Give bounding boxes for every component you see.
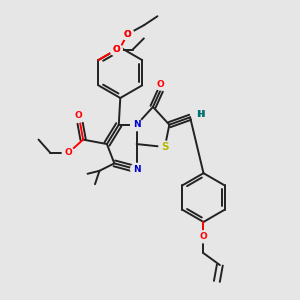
Circle shape (122, 28, 134, 40)
Text: O: O (200, 232, 207, 241)
Text: S: S (161, 142, 169, 152)
Circle shape (110, 44, 122, 56)
Circle shape (122, 28, 134, 40)
Circle shape (110, 44, 122, 56)
Text: O: O (112, 45, 120, 54)
Text: N: N (133, 165, 140, 174)
Circle shape (131, 164, 142, 175)
Text: O: O (157, 80, 164, 88)
Text: O: O (124, 30, 132, 39)
Circle shape (154, 78, 166, 90)
Circle shape (131, 119, 142, 131)
Text: H: H (196, 110, 203, 119)
Circle shape (73, 110, 85, 122)
Text: N: N (133, 120, 140, 129)
Text: O: O (64, 148, 72, 158)
Circle shape (195, 108, 206, 120)
Circle shape (194, 109, 206, 121)
Text: H: H (197, 110, 204, 119)
Text: O: O (75, 111, 83, 120)
Circle shape (62, 147, 74, 159)
Circle shape (198, 231, 209, 243)
Circle shape (159, 141, 171, 153)
Text: O: O (124, 30, 132, 39)
Text: O: O (112, 45, 120, 54)
